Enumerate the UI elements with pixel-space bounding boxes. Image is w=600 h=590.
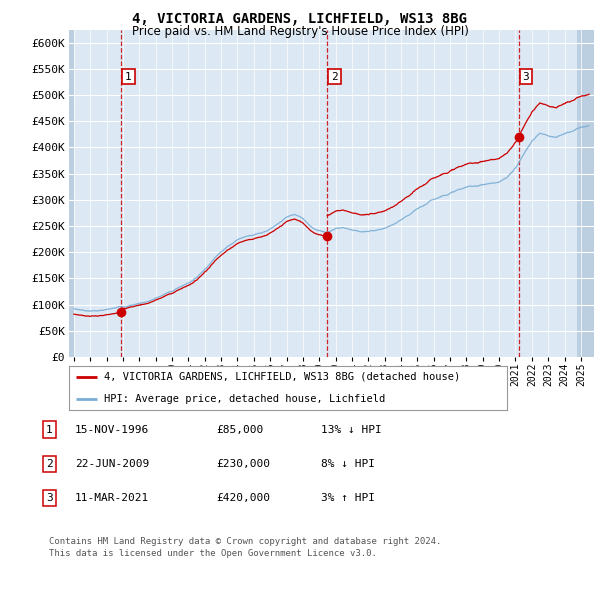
- Text: Price paid vs. HM Land Registry's House Price Index (HPI): Price paid vs. HM Land Registry's House …: [131, 25, 469, 38]
- Text: 22-JUN-2009: 22-JUN-2009: [75, 459, 149, 468]
- Text: 3: 3: [523, 71, 529, 81]
- Text: 15-NOV-1996: 15-NOV-1996: [75, 425, 149, 434]
- Text: 4, VICTORIA GARDENS, LICHFIELD, WS13 8BG (detached house): 4, VICTORIA GARDENS, LICHFIELD, WS13 8BG…: [104, 372, 460, 382]
- Text: 11-MAR-2021: 11-MAR-2021: [75, 493, 149, 503]
- Text: 2: 2: [46, 459, 53, 468]
- Text: 2: 2: [331, 71, 338, 81]
- Text: £85,000: £85,000: [216, 425, 263, 434]
- Text: 13% ↓ HPI: 13% ↓ HPI: [321, 425, 382, 434]
- Text: 1: 1: [125, 71, 132, 81]
- Text: £420,000: £420,000: [216, 493, 270, 503]
- Text: 3% ↑ HPI: 3% ↑ HPI: [321, 493, 375, 503]
- Text: £230,000: £230,000: [216, 459, 270, 468]
- Text: 8% ↓ HPI: 8% ↓ HPI: [321, 459, 375, 468]
- Bar: [577, 30, 594, 357]
- Text: 4, VICTORIA GARDENS, LICHFIELD, WS13 8BG: 4, VICTORIA GARDENS, LICHFIELD, WS13 8BG: [133, 12, 467, 26]
- Text: 3: 3: [46, 493, 53, 503]
- Text: HPI: Average price, detached house, Lichfield: HPI: Average price, detached house, Lich…: [104, 394, 385, 404]
- Text: 1: 1: [46, 425, 53, 434]
- Bar: [69, 30, 74, 357]
- Text: Contains HM Land Registry data © Crown copyright and database right 2024.
This d: Contains HM Land Registry data © Crown c…: [49, 537, 442, 558]
